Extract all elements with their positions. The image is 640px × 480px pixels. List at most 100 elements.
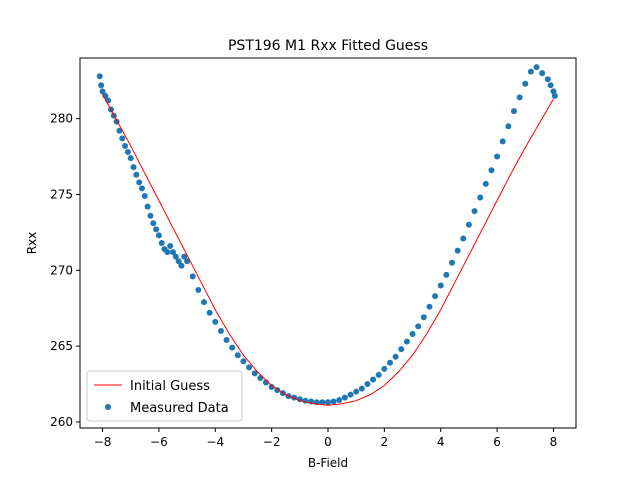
data-point <box>175 258 182 265</box>
data-point <box>522 80 529 87</box>
data-point <box>240 358 247 365</box>
data-point <box>147 212 154 219</box>
data-point <box>136 179 143 186</box>
data-point <box>364 381 371 388</box>
x-tick-label: 6 <box>493 435 501 449</box>
data-point <box>119 135 126 142</box>
data-point <box>139 185 145 192</box>
data-point <box>229 344 236 351</box>
data-point <box>544 76 551 83</box>
data-point <box>403 338 410 345</box>
data-point <box>533 64 540 71</box>
legend-guess-label: Initial Guess <box>130 379 210 394</box>
data-point <box>155 232 162 239</box>
data-point <box>398 346 405 353</box>
x-tick-label: 2 <box>381 435 389 449</box>
initial-guess-line <box>102 94 554 406</box>
data-point <box>381 365 388 372</box>
data-point <box>325 399 331 406</box>
data-point <box>130 164 137 171</box>
data-point <box>116 127 123 134</box>
data-point <box>511 108 517 115</box>
data-point <box>246 364 253 371</box>
data-point <box>477 194 484 201</box>
y-axis: 260 265 270 275 280 <box>50 112 80 429</box>
data-point <box>141 192 148 199</box>
legend-measured-marker <box>105 404 111 410</box>
data-point <box>460 235 467 242</box>
data-point <box>206 309 213 316</box>
data-point <box>144 203 151 210</box>
data-point <box>158 240 165 246</box>
data-point <box>443 271 450 278</box>
x-tick-label: 0 <box>324 435 332 449</box>
data-point <box>153 226 160 233</box>
data-point <box>257 374 264 381</box>
data-point <box>547 82 554 89</box>
legend: Initial Guess Measured Data <box>86 370 243 422</box>
data-point <box>99 88 106 95</box>
data-point <box>347 391 354 398</box>
data-point <box>189 273 196 280</box>
x-axis: −8 −6 −4 −2 0 2 4 6 8 <box>94 428 558 449</box>
x-tick-label: 8 <box>550 435 558 449</box>
y-axis-label: Rxx <box>25 232 39 255</box>
data-point <box>223 337 230 344</box>
data-point <box>426 303 433 310</box>
data-point <box>420 314 427 321</box>
data-point <box>164 249 171 256</box>
y-tick-label: 275 <box>50 187 73 201</box>
data-point <box>505 123 512 130</box>
y-tick-label: 260 <box>50 415 73 429</box>
data-point <box>268 384 275 391</box>
data-point <box>133 171 140 178</box>
data-point <box>499 138 506 145</box>
data-point <box>212 318 219 325</box>
x-tick-label: −2 <box>263 435 281 449</box>
x-axis-label: B-Field <box>308 456 348 470</box>
data-point <box>550 88 557 95</box>
data-point <box>170 249 176 256</box>
data-point <box>370 376 377 383</box>
data-point <box>124 149 131 156</box>
x-tick-label: 4 <box>437 435 445 449</box>
legend-measured-label: Measured Data <box>130 401 229 416</box>
data-point <box>181 253 188 260</box>
chart-title: PST196 M1 Rxx Fitted Guess <box>228 38 428 54</box>
data-point <box>454 247 461 254</box>
data-point <box>201 299 207 306</box>
data-point <box>516 94 523 101</box>
data-point <box>358 385 365 392</box>
x-tick-label: −4 <box>206 435 224 449</box>
data-point <box>167 243 174 250</box>
data-point <box>178 262 185 269</box>
data-point <box>184 258 191 265</box>
data-point <box>251 370 258 377</box>
data-point <box>387 359 393 366</box>
data-point <box>353 388 360 395</box>
data-point <box>471 208 478 215</box>
legend-box <box>86 370 243 422</box>
data-point <box>172 253 179 260</box>
data-point <box>432 293 439 300</box>
data-point <box>551 92 558 99</box>
plot-frame <box>79 57 577 429</box>
data-point <box>539 70 546 77</box>
data-point <box>127 155 134 162</box>
y-tick-label: 280 <box>50 112 73 126</box>
data-point <box>409 330 416 337</box>
data-point <box>449 259 455 266</box>
y-tick-label: 270 <box>50 263 73 277</box>
data-point <box>375 371 382 378</box>
x-tick-label: −8 <box>94 435 112 449</box>
data-point <box>122 142 129 149</box>
data-point <box>392 353 399 360</box>
data-point <box>336 396 343 403</box>
y-tick-label: 265 <box>50 339 73 353</box>
data-point <box>234 352 241 359</box>
data-point <box>415 323 422 330</box>
data-point <box>217 327 224 334</box>
data-point <box>330 398 337 405</box>
data-point <box>465 221 472 228</box>
